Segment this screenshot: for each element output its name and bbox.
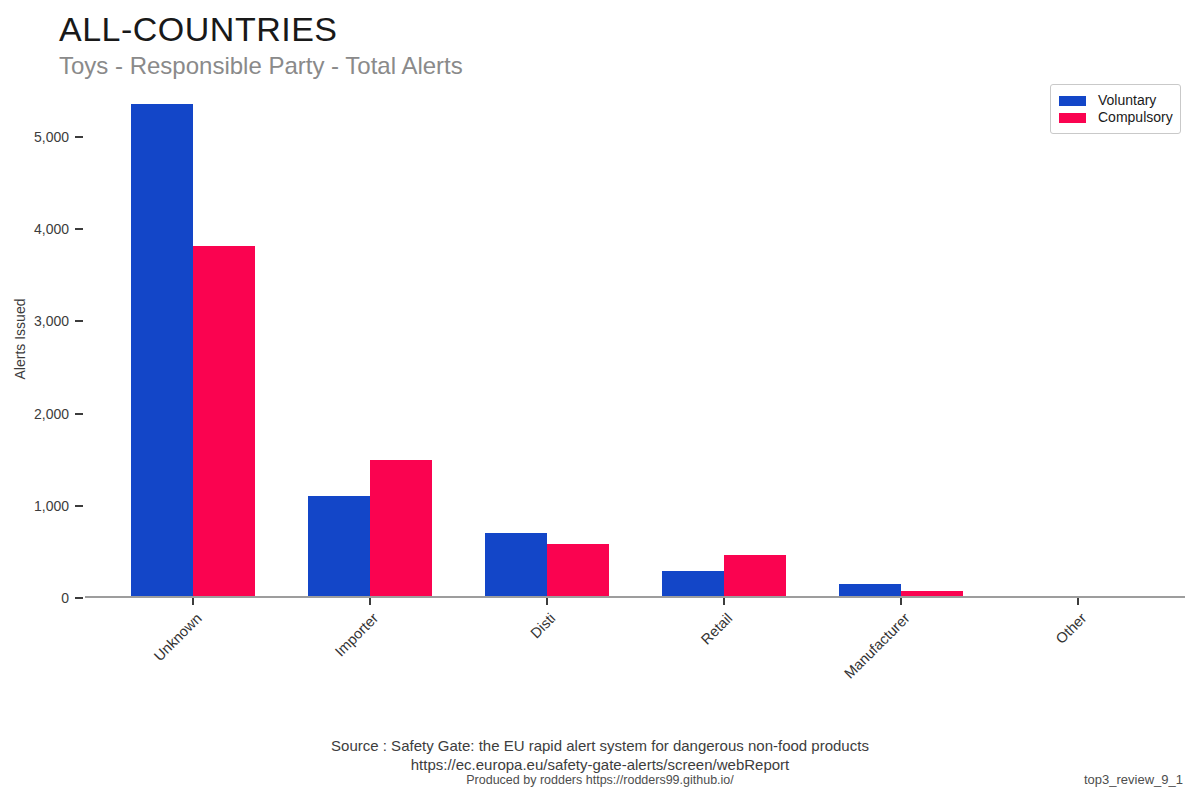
bar-voluntary-manufacturer bbox=[839, 584, 901, 596]
y-tick-label: 4,000 bbox=[0, 222, 69, 236]
x-tick-label: Disti bbox=[527, 610, 558, 641]
x-tick-label: Retail bbox=[698, 610, 736, 648]
bar-compulsory-retail bbox=[724, 555, 786, 596]
page-subtitle: Toys - Responsible Party - Total Alerts bbox=[59, 52, 463, 80]
x-tick-mark bbox=[723, 598, 725, 605]
y-tick-mark bbox=[75, 136, 83, 138]
legend-swatch-voluntary bbox=[1059, 96, 1086, 106]
legend-label: Voluntary bbox=[1098, 92, 1156, 109]
x-tick-mark bbox=[369, 598, 371, 605]
legend: Voluntary Compulsory bbox=[1050, 84, 1181, 134]
y-tick-label: 2,000 bbox=[0, 407, 69, 421]
bar-voluntary-unknown bbox=[131, 104, 193, 596]
y-tick-label: 0 bbox=[0, 591, 69, 605]
y-tick-mark bbox=[75, 597, 83, 599]
bar-voluntary-disti bbox=[485, 533, 547, 596]
x-tick-mark bbox=[900, 598, 902, 605]
x-tick-label: Importer bbox=[332, 610, 381, 659]
y-tick-label: 1,000 bbox=[0, 499, 69, 513]
y-tick-mark bbox=[75, 320, 83, 322]
y-tick-mark bbox=[75, 413, 83, 415]
y-tick-mark bbox=[75, 505, 83, 507]
bar-voluntary-retail bbox=[662, 571, 724, 596]
chart-page: ALL-COUNTRIES Toys - Responsible Party -… bbox=[0, 0, 1200, 800]
source-line-2: https://ec.europa.eu/safety-gate-alerts/… bbox=[0, 756, 1200, 773]
legend-item-compulsory: Compulsory bbox=[1059, 109, 1170, 126]
legend-swatch-compulsory bbox=[1059, 113, 1086, 123]
plot-area: 01,0002,0003,0004,0005,000UnknownImporte… bbox=[85, 100, 1185, 598]
watermark-label: top3_review_9_1 bbox=[1084, 772, 1183, 787]
x-tick-mark bbox=[1077, 598, 1079, 605]
bar-compulsory-disti bbox=[547, 544, 609, 596]
legend-item-voluntary: Voluntary bbox=[1059, 92, 1170, 109]
x-tick-mark bbox=[546, 598, 548, 605]
y-tick-label: 3,000 bbox=[0, 314, 69, 328]
x-tick-label: Manufacturer bbox=[841, 610, 913, 682]
bar-compulsory-manufacturer bbox=[901, 591, 963, 596]
bar-compulsory-unknown bbox=[193, 246, 255, 596]
bar-compulsory-importer bbox=[370, 460, 432, 596]
page-title: ALL-COUNTRIES bbox=[59, 10, 338, 49]
bar-voluntary-importer bbox=[308, 496, 370, 596]
x-tick-label: Unknown bbox=[150, 610, 204, 664]
y-axis-title: Alerts Issued bbox=[12, 299, 28, 380]
source-line-1: Source : Safety Gate: the EU rapid alert… bbox=[0, 737, 1200, 754]
y-tick-label: 5,000 bbox=[0, 130, 69, 144]
x-tick-label: Other bbox=[1052, 610, 1089, 647]
y-tick-mark bbox=[75, 228, 83, 230]
x-tick-mark bbox=[192, 598, 194, 605]
produced-by: Produced by rodders https://rodders99.gi… bbox=[0, 773, 1200, 787]
legend-label: Compulsory bbox=[1098, 109, 1173, 126]
